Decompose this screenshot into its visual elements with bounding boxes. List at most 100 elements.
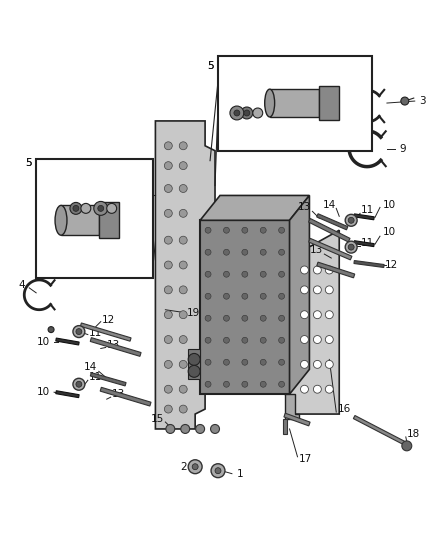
Circle shape <box>348 217 354 223</box>
Text: 10: 10 <box>382 200 396 211</box>
Circle shape <box>164 336 172 343</box>
Circle shape <box>242 271 248 277</box>
Circle shape <box>260 337 266 343</box>
Bar <box>200 220 290 394</box>
Circle shape <box>179 385 187 393</box>
Bar <box>218 56 372 151</box>
Circle shape <box>348 244 354 250</box>
Circle shape <box>179 405 187 413</box>
Text: 10: 10 <box>36 387 49 397</box>
Text: 11: 11 <box>360 205 374 215</box>
Polygon shape <box>285 394 300 419</box>
Circle shape <box>211 424 219 433</box>
Circle shape <box>179 286 187 294</box>
Text: 3: 3 <box>420 96 426 106</box>
Circle shape <box>179 360 187 368</box>
Polygon shape <box>353 416 406 446</box>
Ellipse shape <box>55 205 67 235</box>
Text: 7: 7 <box>67 166 74 175</box>
Circle shape <box>205 271 211 277</box>
Circle shape <box>402 441 412 451</box>
Circle shape <box>81 204 91 213</box>
Bar <box>99 203 119 238</box>
Circle shape <box>181 424 190 433</box>
Circle shape <box>223 271 230 277</box>
Text: 7: 7 <box>71 168 77 179</box>
Text: 12: 12 <box>385 260 399 270</box>
Circle shape <box>314 360 321 368</box>
Circle shape <box>314 385 321 393</box>
Circle shape <box>325 360 333 368</box>
Circle shape <box>223 315 230 321</box>
Circle shape <box>73 326 85 337</box>
Polygon shape <box>56 338 79 345</box>
Text: 16: 16 <box>338 404 351 414</box>
Circle shape <box>164 161 172 169</box>
Circle shape <box>107 204 117 213</box>
Text: 6: 6 <box>281 62 288 72</box>
Text: 7: 7 <box>261 66 268 76</box>
Text: 13: 13 <box>310 245 323 255</box>
Text: 4: 4 <box>18 280 25 290</box>
Circle shape <box>300 311 308 319</box>
Circle shape <box>279 359 285 365</box>
Circle shape <box>300 266 308 274</box>
Circle shape <box>205 249 211 255</box>
Circle shape <box>164 184 172 192</box>
Circle shape <box>164 311 172 319</box>
Circle shape <box>260 315 266 321</box>
Bar <box>319 86 339 120</box>
Circle shape <box>230 106 244 120</box>
Polygon shape <box>354 261 384 268</box>
Text: 13: 13 <box>107 340 120 350</box>
Circle shape <box>205 293 211 299</box>
Polygon shape <box>290 196 309 394</box>
Text: 13: 13 <box>112 389 125 399</box>
Text: 15: 15 <box>151 414 164 424</box>
Circle shape <box>179 261 187 269</box>
Text: 8: 8 <box>248 74 255 84</box>
Circle shape <box>205 359 211 365</box>
Polygon shape <box>317 262 355 278</box>
Circle shape <box>260 359 266 365</box>
Circle shape <box>223 337 230 343</box>
Circle shape <box>164 142 172 150</box>
Polygon shape <box>155 121 215 429</box>
Circle shape <box>205 337 211 343</box>
Circle shape <box>205 227 211 233</box>
Circle shape <box>234 110 240 116</box>
Text: 17: 17 <box>299 454 312 464</box>
Circle shape <box>260 293 266 299</box>
Text: 5: 5 <box>207 61 213 71</box>
Circle shape <box>325 286 333 294</box>
Circle shape <box>242 249 248 255</box>
Polygon shape <box>284 413 310 426</box>
Circle shape <box>164 385 172 393</box>
Bar <box>36 159 153 278</box>
Circle shape <box>164 209 172 217</box>
Circle shape <box>164 360 172 368</box>
Polygon shape <box>354 214 374 220</box>
Circle shape <box>211 464 225 478</box>
Circle shape <box>223 359 230 365</box>
Circle shape <box>164 405 172 413</box>
Circle shape <box>223 227 230 233</box>
Circle shape <box>242 359 248 365</box>
Circle shape <box>179 336 187 343</box>
Circle shape <box>192 464 198 470</box>
Circle shape <box>179 236 187 244</box>
Circle shape <box>279 337 285 343</box>
Circle shape <box>279 315 285 321</box>
Text: 13: 13 <box>298 203 311 212</box>
Circle shape <box>314 336 321 343</box>
Circle shape <box>314 286 321 294</box>
Circle shape <box>179 161 187 169</box>
Circle shape <box>279 249 285 255</box>
Circle shape <box>166 424 175 433</box>
Circle shape <box>260 227 266 233</box>
Text: 19: 19 <box>187 308 200 318</box>
Text: 14: 14 <box>323 200 336 211</box>
Circle shape <box>215 468 221 474</box>
Circle shape <box>76 329 82 335</box>
Bar <box>270 89 319 117</box>
